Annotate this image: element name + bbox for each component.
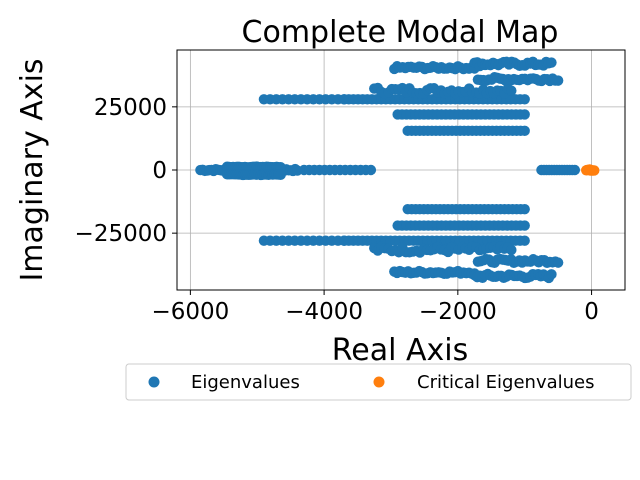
legend: Eigenvalues Critical Eigenvalues — [125, 363, 632, 401]
x-tick-label: −2000 — [419, 299, 497, 325]
data-point — [519, 125, 530, 137]
data-point — [506, 85, 517, 96]
points — [195, 56, 600, 284]
data-point — [552, 257, 564, 268]
data-point — [365, 164, 377, 176]
x-ticks: −6000 −4000 −2000 0 — [151, 290, 599, 325]
y-tick-label: −25000 — [75, 221, 167, 247]
data-point — [519, 94, 530, 105]
data-point — [519, 235, 530, 246]
legend-marker-critical-eigenvalues — [373, 376, 385, 388]
y-ticks: −25000 0 25000 — [75, 95, 177, 247]
data-point — [519, 220, 530, 231]
data-point — [589, 165, 600, 176]
data-point — [546, 269, 557, 280]
x-axis-label: Real Axis — [332, 333, 468, 368]
data-point — [552, 75, 564, 86]
series-eigenvalues — [195, 56, 581, 284]
chart-title: Complete Modal Map — [242, 15, 559, 50]
data-point — [506, 244, 517, 256]
x-tick-label: −4000 — [285, 299, 363, 325]
y-axis-label: Imaginary Axis — [15, 58, 50, 281]
data-point — [546, 57, 557, 68]
data-point — [569, 164, 581, 176]
x-tick-label: −6000 — [151, 299, 229, 325]
y-tick-label: 25000 — [94, 95, 167, 121]
data-point — [519, 203, 530, 215]
legend-marker-eigenvalues — [148, 376, 160, 388]
y-tick-label: 0 — [152, 158, 167, 184]
data-point — [275, 169, 286, 181]
legend-label-critical-eigenvalues: Critical Eigenvalues — [417, 372, 595, 393]
data-point — [519, 109, 530, 120]
legend-label-eigenvalues: Eigenvalues — [191, 372, 300, 393]
x-tick-label: 0 — [584, 299, 599, 325]
series-critical-eigenvalues — [581, 164, 600, 176]
